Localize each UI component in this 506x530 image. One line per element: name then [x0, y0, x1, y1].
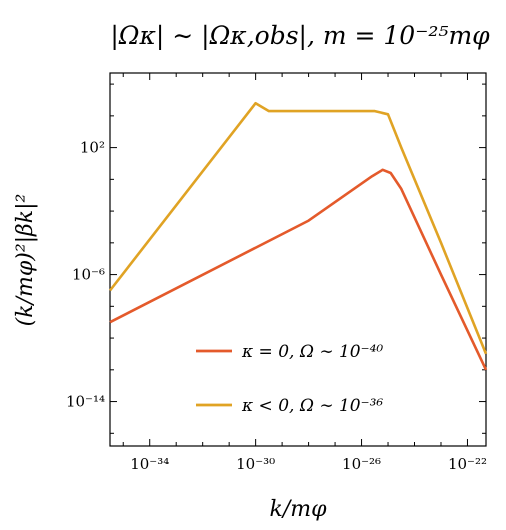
x-tick-label: 10⁻²⁶ — [342, 455, 381, 473]
tick-layer: 10⁻³⁴ 10⁻³⁰ 10⁻²⁶ 10⁻²² 10² 10⁻⁶ 10⁻¹⁴ — [66, 73, 487, 473]
legend: κ = 0, Ω ∼ 10⁻⁴⁰ κ < 0, Ω ∼ 10⁻³⁶ — [196, 342, 383, 416]
series-line-1 — [109, 168, 488, 371]
x-axis-label: k/mφ — [269, 497, 327, 522]
y-tick-label: 10² — [80, 139, 105, 157]
y-axis-label: (k/mφ)²|βk|² — [13, 194, 38, 327]
y-tick-label: 10⁻⁶ — [72, 266, 105, 284]
chart-title: |Ωκ| ∼ |Ωκ,obs|, m = 10⁻²⁵mφ — [110, 21, 490, 51]
y-tick-label: 10⁻¹⁴ — [66, 393, 105, 411]
plot-frame — [109, 72, 487, 447]
legend-label-2: κ < 0, Ω ∼ 10⁻³⁶ — [241, 396, 383, 416]
series-layer — [108, 101, 488, 371]
series-line-2 — [108, 101, 488, 355]
x-tick-label: 10⁻²² — [448, 455, 487, 473]
x-tick-label: 10⁻³⁴ — [130, 455, 169, 473]
legend-label-1: κ = 0, Ω ∼ 10⁻⁴⁰ — [241, 342, 383, 362]
x-tick-label: 10⁻³⁰ — [236, 455, 275, 473]
